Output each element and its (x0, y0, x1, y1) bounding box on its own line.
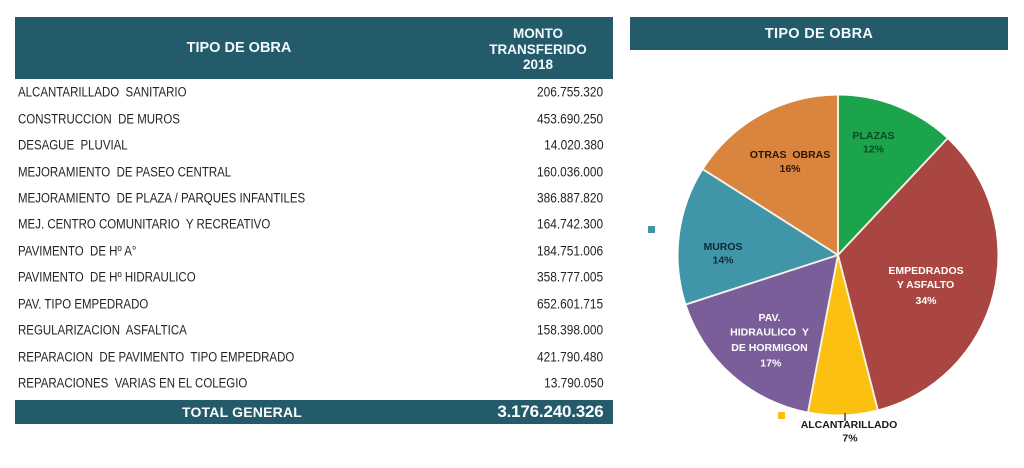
svg-text:34%: 34% (915, 295, 937, 307)
svg-text:DE HORMIGON: DE HORMIGON (731, 342, 807, 354)
svg-text:EMPEDRADOS: EMPEDRADOS (888, 265, 963, 277)
svg-text:PLAZAS: PLAZAS (853, 130, 895, 142)
svg-text:7%: 7% (842, 433, 858, 444)
svg-text:ALCANTARILLADO: ALCANTARILLADO (801, 419, 898, 431)
svg-text:HIDRAULICO Y: HIDRAULICO Y (730, 327, 809, 339)
svg-text:14%: 14% (712, 255, 734, 267)
svg-text:16%: 16% (779, 163, 801, 175)
svg-text:PAV.: PAV. (759, 312, 781, 324)
svg-text:MUROS: MUROS (703, 241, 742, 253)
svg-text:12%: 12% (863, 144, 885, 156)
svg-text:17%: 17% (760, 358, 782, 370)
svg-text:Y ASFALTO: Y ASFALTO (897, 279, 954, 291)
svg-text:OTRAS OBRAS: OTRAS OBRAS (750, 149, 831, 161)
